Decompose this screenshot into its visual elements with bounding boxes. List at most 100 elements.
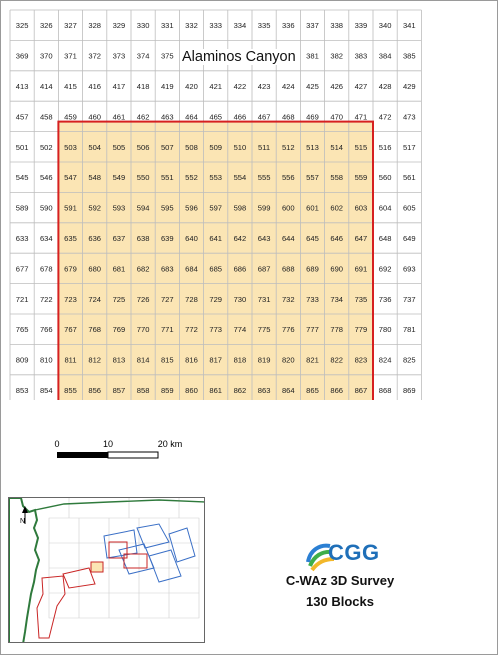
block-number: 690 (330, 264, 343, 273)
block-number: 865 (306, 386, 319, 395)
scale-segment-dark (57, 452, 108, 458)
block-number: 734 (330, 295, 343, 304)
block-number: 421 (209, 82, 222, 91)
block-grid: 325 326 327 328 329 330 331 332 333 334 335 336 337 3… (9, 9, 422, 400)
block-number: 854 (40, 386, 53, 395)
block-number: 559 (355, 173, 368, 182)
block-number: 472 (379, 112, 392, 121)
block-number: 561 (403, 173, 416, 182)
block-number: 733 (306, 295, 319, 304)
block-number: 384 (379, 52, 392, 61)
block-number: 855 (64, 386, 77, 395)
survey-title: C-WAz 3D Survey (285, 573, 395, 588)
block-number: 501 (16, 143, 29, 152)
block-number: 637 (113, 234, 126, 243)
block-number: 681 (113, 264, 126, 273)
block-number: 514 (330, 143, 343, 152)
block-number: 601 (306, 204, 319, 213)
block-number: 372 (88, 52, 101, 61)
block-number: 600 (282, 204, 295, 213)
block-number: 513 (306, 143, 319, 152)
block-number: 330 (137, 21, 150, 30)
block-number: 812 (88, 356, 101, 365)
block-number: 779 (355, 325, 368, 334)
block-number: 369 (16, 52, 29, 61)
block-number: 769 (113, 325, 126, 334)
block-number: 545 (16, 173, 29, 182)
block-number: 556 (282, 173, 295, 182)
current-survey-location (90, 561, 104, 573)
block-number: 590 (40, 204, 53, 213)
block-number: 548 (88, 173, 101, 182)
block-number: 868 (379, 386, 392, 395)
scale-label-10: 10 (103, 439, 113, 449)
block-number: 732 (282, 295, 295, 304)
block-number: 464 (185, 112, 198, 121)
block-number: 646 (330, 234, 343, 243)
block-number: 327 (64, 21, 77, 30)
block-number: 775 (258, 325, 271, 334)
block-number: 721 (16, 295, 29, 304)
block-number: 428 (379, 82, 392, 91)
block-number: 552 (185, 173, 198, 182)
block-number: 424 (282, 82, 295, 91)
red-survey-outlines (36, 541, 148, 639)
block-number: 560 (379, 173, 392, 182)
cgg-logo (300, 536, 410, 576)
north-arrow-icon: N (20, 506, 28, 525)
block-number: 375 (161, 52, 174, 61)
block-number: 517 (403, 143, 416, 152)
block-number: 604 (379, 204, 392, 213)
block-number: 337 (306, 21, 319, 30)
inset-map-svg: N (9, 498, 204, 642)
area-title: Alaminos Canyon (180, 49, 298, 65)
block-number: 778 (330, 325, 343, 334)
block-number: 550 (137, 173, 150, 182)
block-number: 731 (258, 295, 271, 304)
cgg-logo-icon (306, 543, 335, 572)
block-number: 729 (209, 295, 222, 304)
block-number: 859 (161, 386, 174, 395)
block-number: 458 (40, 112, 53, 121)
svg-text:N: N (20, 518, 25, 525)
block-number: 508 (185, 143, 198, 152)
block-number: 765 (16, 325, 29, 334)
block-number: 685 (209, 264, 222, 273)
block-number: 643 (258, 234, 271, 243)
block-number: 504 (88, 143, 101, 152)
block-number: 776 (282, 325, 295, 334)
block-number: 647 (355, 234, 368, 243)
scale-segment-light (107, 451, 159, 459)
block-number: 767 (64, 325, 77, 334)
block-number: 503 (64, 143, 77, 152)
block-number: 465 (209, 112, 222, 121)
block-number: 470 (330, 112, 343, 121)
block-number: 644 (282, 234, 295, 243)
block-number: 515 (355, 143, 368, 152)
block-number: 823 (355, 356, 368, 365)
block-number: 467 (258, 112, 271, 121)
block-number: 635 (64, 234, 77, 243)
block-number: 780 (379, 325, 392, 334)
block-number: 338 (330, 21, 343, 30)
block-number: 423 (258, 82, 271, 91)
block-number: 547 (64, 173, 77, 182)
block-number: 817 (209, 356, 222, 365)
block-number: 724 (88, 295, 101, 304)
block-number: 333 (209, 21, 222, 30)
block-number: 459 (64, 112, 77, 121)
scale-label-0: 0 (54, 439, 59, 449)
block-number: 558 (330, 173, 343, 182)
block-number: 773 (209, 325, 222, 334)
block-number: 326 (40, 21, 53, 30)
survey-subtitle: 130 Blocks (306, 594, 374, 609)
block-number: 415 (64, 82, 77, 91)
block-number: 853 (16, 386, 29, 395)
block-number: 864 (282, 386, 295, 395)
block-number: 382 (330, 52, 343, 61)
block-number: 329 (113, 21, 126, 30)
block-number: 680 (88, 264, 101, 273)
block-number: 867 (355, 386, 368, 395)
block-number: 679 (64, 264, 77, 273)
block-number: 593 (113, 204, 126, 213)
